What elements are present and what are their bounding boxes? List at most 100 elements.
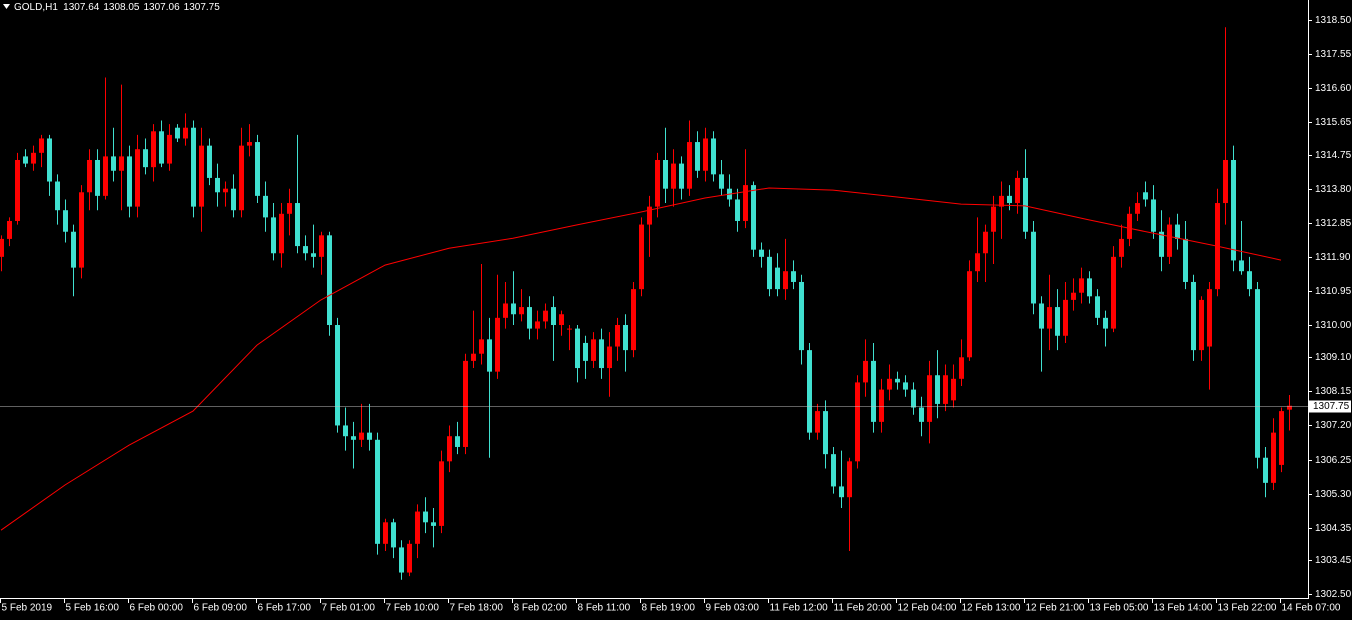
candle-body	[743, 185, 748, 221]
candle-body	[207, 145, 212, 178]
candle-body	[31, 152, 36, 164]
candle-body	[1103, 317, 1108, 329]
y-tick-label: 1317.55	[1315, 49, 1352, 60]
candle-body	[0, 238, 4, 257]
candle-body	[1263, 457, 1268, 483]
candle-body	[799, 281, 804, 351]
candle-body	[847, 461, 852, 498]
y-tick-label: 1307.20	[1315, 420, 1352, 431]
x-tick-label: 9 Feb 03:00	[706, 603, 760, 614]
x-tick-label: 8 Feb 02:00	[514, 603, 568, 614]
x-tick-label: 6 Feb 09:00	[194, 603, 248, 614]
candle-body	[535, 321, 540, 329]
menu-arrow[interactable]	[3, 4, 10, 9]
candle-body	[863, 360, 868, 383]
candle-body	[671, 163, 676, 189]
candle-body	[607, 346, 612, 369]
candle-body	[1087, 278, 1092, 297]
candle-body	[647, 206, 652, 225]
candle-body	[335, 325, 340, 426]
y-tick-label: 1313.80	[1315, 184, 1352, 195]
candle-body	[999, 195, 1004, 207]
candle-body	[111, 156, 116, 171]
last-price-label: 1307.75	[1313, 401, 1350, 412]
candle-body	[87, 159, 92, 193]
candle-body	[591, 339, 596, 361]
candle-body	[1135, 203, 1140, 214]
candle-body	[399, 547, 404, 573]
candle-body	[247, 142, 252, 146]
candle-body	[1039, 303, 1044, 329]
candle-body	[1199, 299, 1204, 351]
candle-body	[551, 307, 556, 326]
candle-body	[687, 142, 692, 189]
low: 1307.06	[143, 2, 180, 13]
candle-body	[375, 439, 380, 544]
candle-body	[23, 156, 28, 164]
candle-body	[215, 177, 220, 193]
y-tick-label: 1306.25	[1315, 455, 1352, 466]
close: 1307.75	[184, 2, 221, 13]
candle-body	[951, 378, 956, 401]
y-tick-label: 1303.45	[1315, 555, 1352, 566]
candle-body	[1143, 192, 1148, 200]
candle-body	[135, 149, 140, 207]
candle-body	[719, 174, 724, 189]
x-tick-label: 12 Feb 04:00	[898, 603, 957, 614]
candle-body	[1255, 289, 1260, 458]
candle-body	[495, 317, 500, 372]
candle-body	[599, 339, 604, 369]
candle-body	[1111, 256, 1116, 329]
candle-body	[47, 138, 52, 182]
candle-body	[967, 271, 972, 358]
candle-body	[423, 511, 428, 523]
y-tick-label: 1310.00	[1315, 320, 1352, 331]
candle-body	[487, 339, 492, 372]
y-tick-label: 1314.75	[1315, 150, 1352, 161]
y-tick-label: 1310.95	[1315, 286, 1352, 297]
candle-body	[103, 156, 108, 196]
candle-body	[391, 522, 396, 548]
x-tick-label: 12 Feb 13:00	[962, 603, 1021, 614]
high: 1308.05	[103, 2, 140, 13]
candle-body	[1007, 195, 1012, 204]
candle-body	[975, 253, 980, 272]
candle-body	[287, 203, 292, 214]
last-price-box	[1309, 400, 1351, 413]
y-tick-label: 1311.90	[1315, 252, 1351, 263]
candle-body	[831, 454, 836, 487]
candle-body	[119, 156, 124, 171]
candle-body	[447, 436, 452, 462]
candle-body	[887, 378, 892, 390]
candle-body	[1247, 271, 1252, 290]
candle-body	[783, 271, 788, 290]
candle-body	[767, 256, 772, 290]
x-tick-label: 13 Feb 22:00	[1218, 603, 1277, 614]
candle-body	[1047, 307, 1052, 329]
candle-body	[359, 432, 364, 440]
candle-body	[1095, 296, 1100, 318]
candle-body	[279, 213, 284, 254]
candle-body	[959, 357, 964, 379]
candle-body	[991, 206, 996, 232]
candle-body	[55, 181, 60, 211]
candle-body	[463, 360, 468, 447]
candle-body	[295, 203, 300, 247]
candle-body	[1279, 411, 1284, 465]
x-tick-label: 11 Feb 12:00	[770, 603, 829, 614]
moving-average	[0, 187, 1282, 531]
x-tick-label: 12 Feb 21:00	[1026, 603, 1085, 614]
candle-body	[1223, 159, 1228, 204]
candle-body	[191, 127, 196, 207]
x-tick-label: 7 Feb 18:00	[450, 603, 504, 614]
y-tick-label: 1312.85	[1315, 218, 1352, 229]
x-tick-label: 8 Feb 19:00	[642, 603, 696, 614]
x-tick-label: 14 Feb 07:00	[1282, 603, 1341, 614]
candle-body	[871, 360, 876, 422]
candle-body	[639, 224, 644, 290]
candle-body	[471, 353, 476, 361]
candle-body	[71, 231, 76, 268]
candle-body	[15, 159, 20, 221]
candle-body	[271, 217, 276, 254]
